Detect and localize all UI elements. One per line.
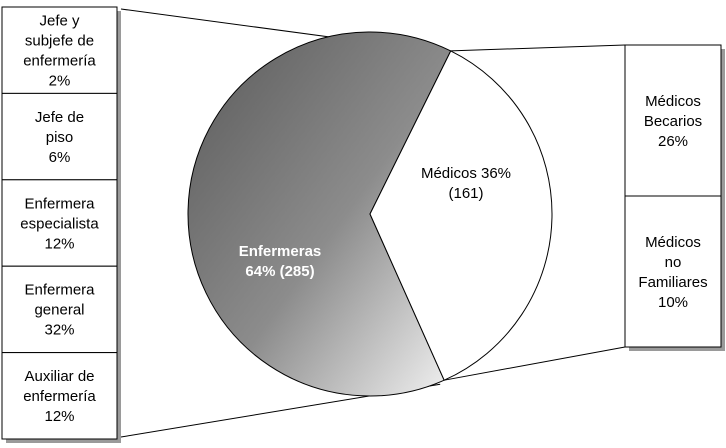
pie-slice-enfermeras (187, 31, 452, 397)
left-breakdown-label-jefe-de-piso: Jefe de piso 6% (35, 109, 84, 166)
left-breakdown-segment-jefe-de-piso (1, 92, 118, 181)
left-breakdown-segment-auxiliar-de-enfermeria (1, 352, 118, 440)
pie-slice-medicos (369, 50, 553, 381)
left-breakdown-column: Jefe y subjefe de enfermería 2% Jefe de piso 6… (1, 6, 121, 443)
pie-label-medicos: Médicos 36% (161) (421, 165, 511, 202)
pie: Enfermeras 64% (285) Médicos 36% (161) (187, 31, 553, 397)
left-breakdown-label-auxiliar-de-enfermeria: Auxiliar de enfermería 12% (23, 368, 96, 425)
right-breakdown-segment-medicos-becarios (624, 44, 722, 197)
right-breakdown-column: Médicos Becarios 26% Médicos no Familiares 10% (624, 44, 725, 351)
connector-right-bottom (444, 346, 626, 381)
left-breakdown-segment-enfermera-especialista (1, 179, 118, 267)
right-breakdown-label-medicos-no-familiares: Médicos no Familiares 10% (638, 234, 707, 311)
left-breakdown-label-enfermera-general: Enfermera general 32% (24, 282, 95, 339)
right-breakdown-segment-medicos-no-familiares (624, 195, 722, 348)
left-breakdown-segment-enfermera-general (1, 265, 118, 354)
pie-label-enfermeras: Enfermeras 64% (285) (239, 243, 322, 280)
connector-right-top (450, 44, 626, 52)
left-breakdown-label-enfermera-especialista: Enfermera especialista 12% (20, 195, 99, 252)
right-breakdown-label-medicos-becarios: Médicos Becarios 26% (644, 93, 702, 150)
left-breakdown-label-jefe-y-subjefe-de-enfermeria: Jefe y subjefe de enfermería 2% (23, 12, 96, 89)
